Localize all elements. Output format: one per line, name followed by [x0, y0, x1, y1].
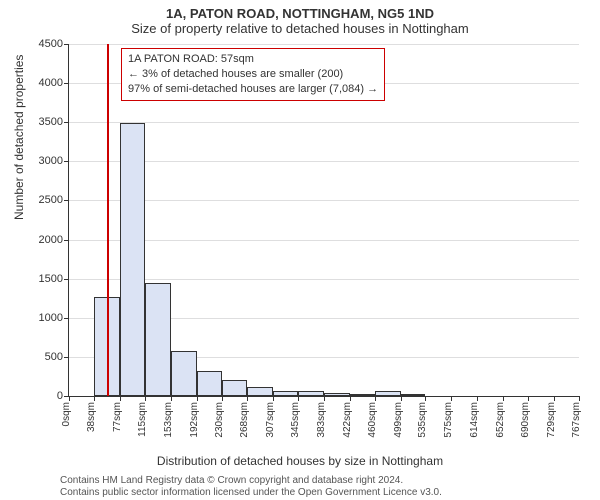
x-tick-mark — [273, 396, 274, 401]
footer-copyright-2: Contains public sector information licen… — [60, 487, 442, 498]
x-tick-mark — [298, 396, 299, 401]
x-tick-label: 38sqm — [86, 402, 97, 432]
histogram-bar — [375, 391, 401, 396]
x-tick-mark — [477, 396, 478, 401]
y-tick-label: 0 — [29, 390, 63, 402]
x-tick-label: 422sqm — [342, 402, 353, 438]
histogram-bar — [273, 391, 298, 396]
x-tick-mark — [503, 396, 504, 401]
x-tick-mark — [528, 396, 529, 401]
x-tick-label: 767sqm — [571, 402, 582, 438]
grid-line — [69, 279, 579, 280]
x-tick-mark — [401, 396, 402, 401]
x-tick-label: 77sqm — [112, 402, 123, 432]
y-tick-label: 500 — [29, 351, 63, 363]
histogram-bar — [171, 351, 197, 396]
x-tick-label: 614sqm — [469, 402, 480, 438]
annotation-line: 1A PATON ROAD: 57sqm — [128, 52, 378, 67]
annotation-line: 97% of semi-detached houses are larger (… — [128, 82, 378, 97]
grid-line — [69, 200, 579, 201]
x-tick-mark — [171, 396, 172, 401]
y-tick-mark — [64, 161, 69, 162]
x-tick-label: 729sqm — [546, 402, 557, 438]
annotation-box: 1A PATON ROAD: 57sqm← 3% of detached hou… — [121, 48, 385, 101]
x-tick-mark — [247, 396, 248, 401]
y-tick-label: 2000 — [29, 234, 63, 246]
y-tick-mark — [64, 200, 69, 201]
x-tick-mark — [579, 396, 580, 401]
y-tick-label: 4000 — [29, 77, 63, 89]
x-tick-mark — [375, 396, 376, 401]
y-tick-label: 3000 — [29, 155, 63, 167]
x-tick-label: 153sqm — [163, 402, 174, 438]
histogram-bar — [145, 283, 170, 396]
histogram-bar — [222, 380, 247, 396]
x-tick-label: 115sqm — [137, 402, 148, 437]
x-tick-mark — [350, 396, 351, 401]
y-tick-mark — [64, 44, 69, 45]
x-tick-label: 690sqm — [520, 402, 531, 438]
y-tick-label: 3500 — [29, 116, 63, 128]
x-tick-label: 460sqm — [367, 402, 378, 438]
x-tick-label: 535sqm — [417, 402, 428, 438]
y-tick-mark — [64, 122, 69, 123]
histogram-chart: 0500100015002000250030003500400045000sqm… — [68, 44, 579, 397]
histogram-bar — [401, 394, 425, 396]
y-tick-mark — [64, 318, 69, 319]
x-tick-mark — [425, 396, 426, 401]
x-tick-label: 499sqm — [393, 402, 404, 438]
grid-line — [69, 44, 579, 45]
marker-line — [107, 44, 109, 396]
page-title-sub: Size of property relative to detached ho… — [0, 21, 600, 38]
histogram-bar — [120, 123, 145, 396]
y-tick-label: 1500 — [29, 273, 63, 285]
y-axis-label: Number of detached properties — [12, 55, 26, 220]
grid-line — [69, 240, 579, 241]
x-tick-label: 192sqm — [189, 402, 200, 438]
x-tick-label: 268sqm — [239, 402, 250, 438]
y-tick-label: 1000 — [29, 312, 63, 324]
page-title-main: 1A, PATON ROAD, NOTTINGHAM, NG5 1ND — [0, 0, 600, 21]
histogram-bar — [350, 394, 375, 396]
y-tick-mark — [64, 357, 69, 358]
histogram-bar — [298, 391, 323, 396]
x-tick-mark — [145, 396, 146, 401]
x-axis-label: Distribution of detached houses by size … — [0, 454, 600, 468]
x-tick-mark — [94, 396, 95, 401]
x-tick-mark — [324, 396, 325, 401]
x-tick-label: 652sqm — [495, 402, 506, 438]
x-tick-label: 383sqm — [316, 402, 327, 438]
x-tick-label: 345sqm — [290, 402, 301, 438]
x-tick-label: 0sqm — [61, 402, 72, 426]
y-tick-label: 4500 — [29, 38, 63, 50]
x-tick-label: 230sqm — [214, 402, 225, 438]
histogram-bar — [247, 387, 273, 396]
histogram-bar — [324, 393, 350, 396]
histogram-bar — [197, 371, 222, 396]
x-tick-mark — [69, 396, 70, 401]
x-tick-mark — [451, 396, 452, 401]
x-tick-mark — [120, 396, 121, 401]
x-tick-mark — [554, 396, 555, 401]
y-tick-mark — [64, 83, 69, 84]
footer-copyright-1: Contains HM Land Registry data © Crown c… — [60, 475, 403, 486]
y-tick-mark — [64, 240, 69, 241]
grid-line — [69, 161, 579, 162]
y-tick-mark — [64, 279, 69, 280]
x-tick-mark — [222, 396, 223, 401]
y-tick-label: 2500 — [29, 194, 63, 206]
grid-line — [69, 122, 579, 123]
annotation-line: ← 3% of detached houses are smaller (200… — [128, 67, 378, 82]
x-tick-label: 575sqm — [443, 402, 454, 438]
x-tick-label: 307sqm — [265, 402, 276, 438]
x-tick-mark — [197, 396, 198, 401]
